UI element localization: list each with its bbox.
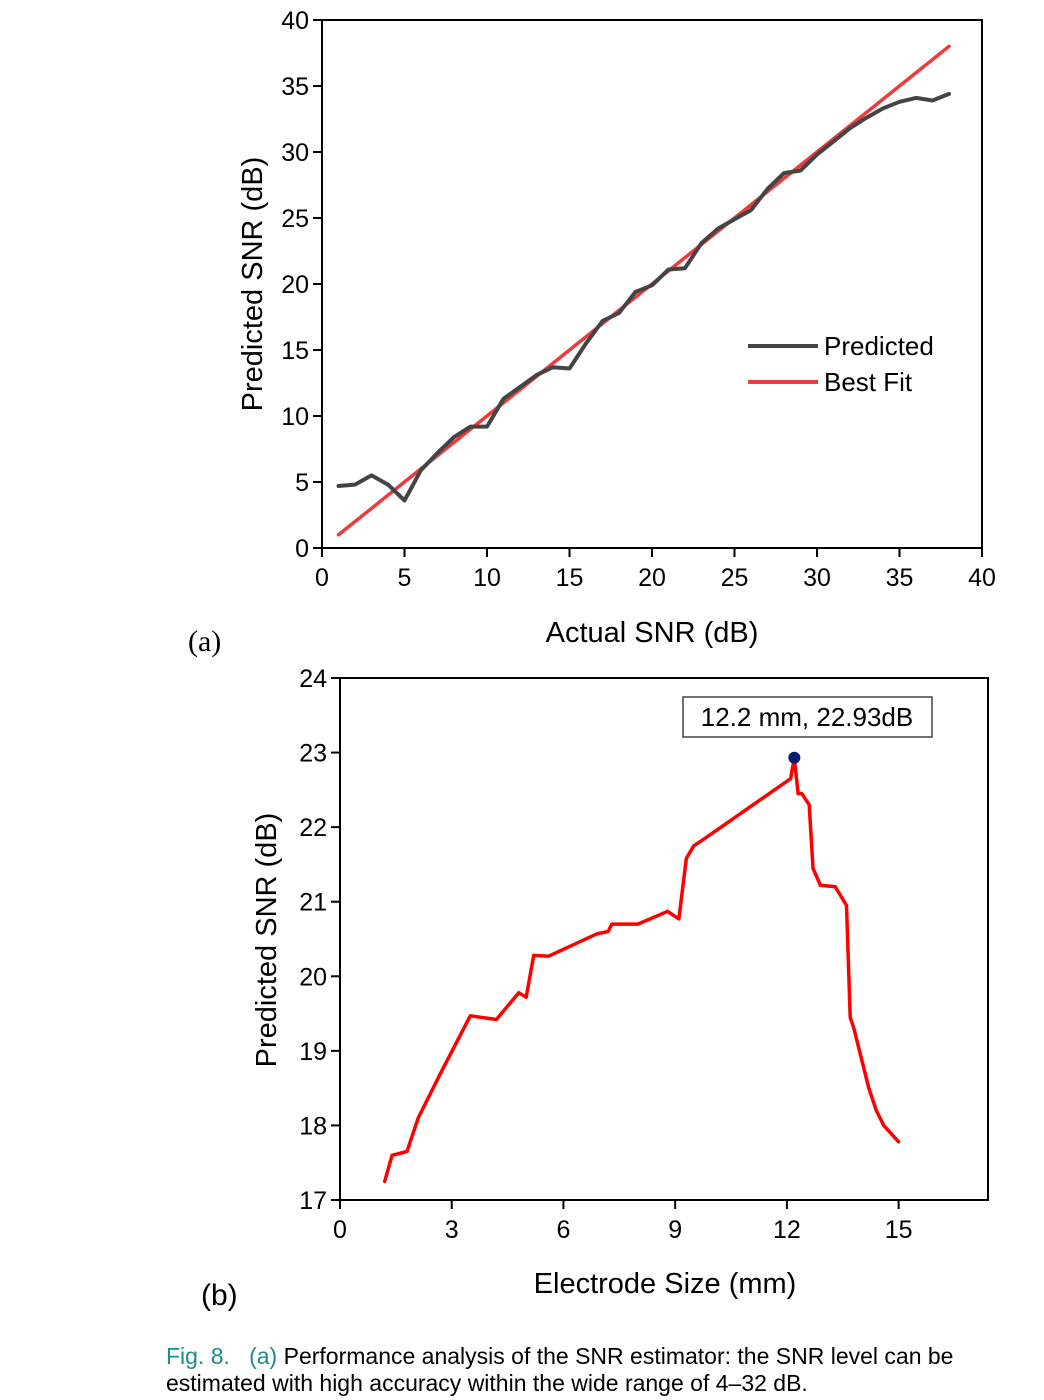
x-tick-label: 9	[668, 1216, 682, 1244]
y-tick-label: 20	[299, 963, 327, 991]
y-tick-label: 0	[295, 535, 309, 563]
y-tick-label: 22	[299, 814, 327, 842]
x-tick-label: 0	[333, 1216, 347, 1244]
x-tick-label: 15	[556, 564, 584, 592]
series-line-predicted	[336, 91, 951, 503]
x-tick-label: 3	[445, 1216, 459, 1244]
y-tick-label: 5	[295, 469, 309, 497]
legend: Predicted Best Fit	[748, 331, 934, 397]
y-axis-ticks-a: 0 5 10 15 20 25 30 35 40	[281, 7, 322, 563]
x-tick-label: 6	[556, 1216, 570, 1244]
peak-marker	[788, 751, 801, 764]
y-tick-label: 15	[281, 337, 309, 365]
figure-caption: Fig. 8. (a) Performance analysis of the …	[166, 1343, 1036, 1397]
chart-panel-a: 0 5 10 15 20 25 30 35 40 0 5 10 15 20 25 30 35 40 Predic…	[188, 7, 996, 658]
x-axis-ticks-b: 0 3 6 9 12 15	[333, 1200, 913, 1244]
y-tick-label: 40	[281, 7, 309, 35]
x-tick-label: 25	[721, 564, 749, 592]
annotation-box	[682, 696, 933, 738]
y-axis-ticks-b: 17 18 19 20 21 22 23 24	[299, 665, 340, 1215]
x-tick-label: 30	[803, 564, 831, 592]
y-axis-label-a: Predicted SNR (dB)	[237, 157, 269, 412]
series-line-series-0	[382, 756, 901, 1184]
chart-panel-b: 17 18 19 20 21 22 23 24 0 3 6 9 12 15 Predicted SNR …	[201, 665, 989, 1312]
series-lines-a	[336, 44, 951, 537]
x-tick-label: 5	[398, 564, 412, 592]
y-tick-label: 35	[281, 73, 309, 101]
x-tick-label: 35	[886, 564, 914, 592]
y-axis-label-b: Predicted SNR (dB)	[251, 813, 283, 1068]
y-tick-label: 24	[299, 665, 327, 693]
y-tick-label: 20	[281, 271, 309, 299]
y-tick-label: 18	[299, 1112, 327, 1140]
y-tick-label: 17	[299, 1187, 327, 1215]
x-tick-label: 12	[773, 1216, 801, 1244]
plot-area-b	[339, 677, 989, 1201]
x-axis-ticks-a: 0 5 10 15 20 25 30 35 40	[315, 548, 996, 592]
caption-fig-number: Fig. 8.	[166, 1343, 230, 1369]
annotation-text: 12.2 mm, 22.93dB	[701, 702, 913, 732]
x-axis-label-a: Actual SNR (dB)	[546, 617, 759, 649]
panel-label-a: (a)	[188, 625, 221, 658]
y-tick-label: 25	[281, 205, 309, 233]
y-tick-label: 21	[299, 889, 327, 917]
x-tick-label: 40	[968, 564, 996, 592]
caption-subfigure-label: (a)	[249, 1343, 278, 1369]
peak-annotation: 12.2 mm, 22.93dB	[682, 696, 933, 764]
legend-label-predicted: Predicted	[824, 331, 934, 361]
y-tick-label: 23	[299, 740, 327, 768]
y-tick-label: 10	[281, 403, 309, 431]
caption-text: Performance analysis of the SNR estimato…	[166, 1343, 954, 1396]
x-tick-label: 10	[473, 564, 501, 592]
x-tick-label: 20	[638, 564, 666, 592]
x-axis-label-b: Electrode Size (mm)	[534, 1268, 797, 1300]
x-tick-label: 0	[315, 564, 329, 592]
x-tick-label: 15	[885, 1216, 913, 1244]
y-tick-label: 19	[299, 1038, 327, 1066]
y-tick-label: 30	[281, 139, 309, 167]
legend-label-best-fit: Best Fit	[824, 367, 913, 397]
panel-label-b: (b)	[201, 1279, 238, 1312]
series-lines-b	[382, 756, 901, 1184]
